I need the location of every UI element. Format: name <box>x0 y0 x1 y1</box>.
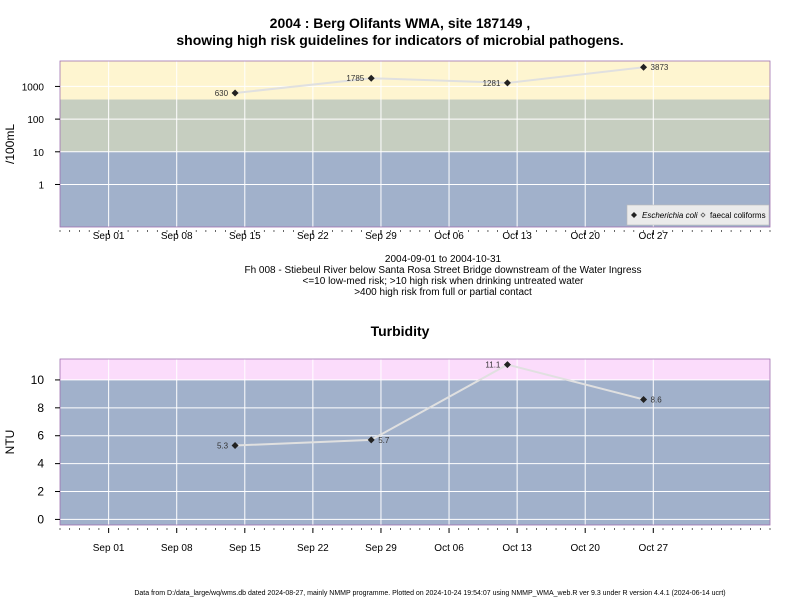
data-point <box>367 74 375 82</box>
y-tick-label: 1000 <box>22 82 45 93</box>
x-tick-label: Oct 13 <box>502 231 532 242</box>
caption-risk-contact: >400 high risk from full or partial cont… <box>354 287 532 298</box>
series-line <box>235 363 644 447</box>
caption-dates: 2004-09-01 to 2004-10-31 <box>384 254 502 265</box>
y-tick-label: 1 <box>38 180 44 191</box>
caption-risk-drinking: <=10 low-med risk; >10 high risk when dr… <box>302 276 584 287</box>
data-label: 1785 <box>346 74 364 83</box>
legend-marker-ecoli <box>631 212 637 218</box>
y-tick-label: 10 <box>33 148 45 159</box>
turbidity-title: Turbidity <box>370 323 430 339</box>
data-point <box>367 436 375 444</box>
x-tick-label: Sep 22 <box>297 543 329 554</box>
x-tick-label: Sep 01 <box>93 231 125 242</box>
plot-frame <box>59 60 771 228</box>
y-tick-label: 10 <box>31 373 45 387</box>
x-tick-label: Oct 20 <box>570 543 600 554</box>
ecoli-chart: 1 10 100 1000 Sep 01 Sep 08 Sep 15 Sep 22 Sep 29… <box>3 60 771 242</box>
legend-label-ecoli: Escherichia coli <box>642 211 698 220</box>
chart-title-line1: 2004 : Berg Olifants WMA, site 187149 , <box>269 15 531 31</box>
x-tick-label: Sep 08 <box>161 543 193 554</box>
data-label: 630 <box>215 89 229 98</box>
x-tick-label: Oct 27 <box>639 543 669 554</box>
data-label: 1281 <box>483 79 501 88</box>
legend-label-faecal: faecal coliforms <box>710 211 766 220</box>
legend-box <box>626 204 770 226</box>
x-tick-label: Oct 27 <box>639 231 669 242</box>
data-point <box>231 441 239 449</box>
x-tick-label: Sep 29 <box>365 231 397 242</box>
series-line <box>234 66 644 94</box>
risk-band <box>60 359 770 380</box>
x-tick-label: Oct 13 <box>502 543 532 554</box>
y-axis-label: NTU <box>3 430 17 455</box>
data-point <box>640 395 648 403</box>
risk-band <box>60 379 770 525</box>
y-tick-label: 4 <box>37 457 44 471</box>
plot-frame <box>59 358 771 526</box>
x-tick-label: Oct 06 <box>434 231 464 242</box>
risk-band <box>60 99 770 152</box>
y-tick-label: 8 <box>37 401 44 415</box>
data-point <box>503 79 511 87</box>
x-tick-label: Sep 08 <box>161 231 193 242</box>
y-tick-label: 100 <box>27 115 44 126</box>
y-axis-label: /100mL <box>3 124 17 164</box>
data-point <box>640 63 648 71</box>
data-label: 5.7 <box>378 436 390 445</box>
data-point <box>231 89 239 97</box>
data-label: 11.1 <box>485 361 501 370</box>
data-label: 5.3 <box>217 441 229 450</box>
x-tick-label: Oct 20 <box>570 231 600 242</box>
data-point <box>503 361 511 369</box>
y-tick-label: 6 <box>37 429 44 443</box>
chart-title-line2: showing high risk guidelines for indicat… <box>176 32 624 48</box>
y-tick-label: 2 <box>37 485 44 499</box>
x-tick-label: Sep 22 <box>297 231 329 242</box>
data-label: 3873 <box>651 63 669 72</box>
legend-marker-faecal <box>700 212 706 218</box>
footer-note: Data from D:/data_large/wq/wms.db dated … <box>134 590 726 597</box>
y-tick-label: 0 <box>37 512 44 526</box>
x-tick-label: Sep 01 <box>93 543 125 554</box>
x-tick-label: Sep 15 <box>229 543 261 554</box>
x-tick-label: Oct 06 <box>434 543 464 554</box>
turbidity-chart: 0 2 4 6 8 10 Sep 01 Sep 08 Sep 15 Sep 22 Sep 29 Oct… <box>3 358 771 554</box>
caption-site: Fh 008 - Stiebeul River below Santa Rosa… <box>244 265 642 276</box>
data-label: 8.6 <box>651 395 663 404</box>
x-tick-label: Sep 15 <box>229 231 261 242</box>
x-tick-label: Sep 29 <box>365 543 397 554</box>
